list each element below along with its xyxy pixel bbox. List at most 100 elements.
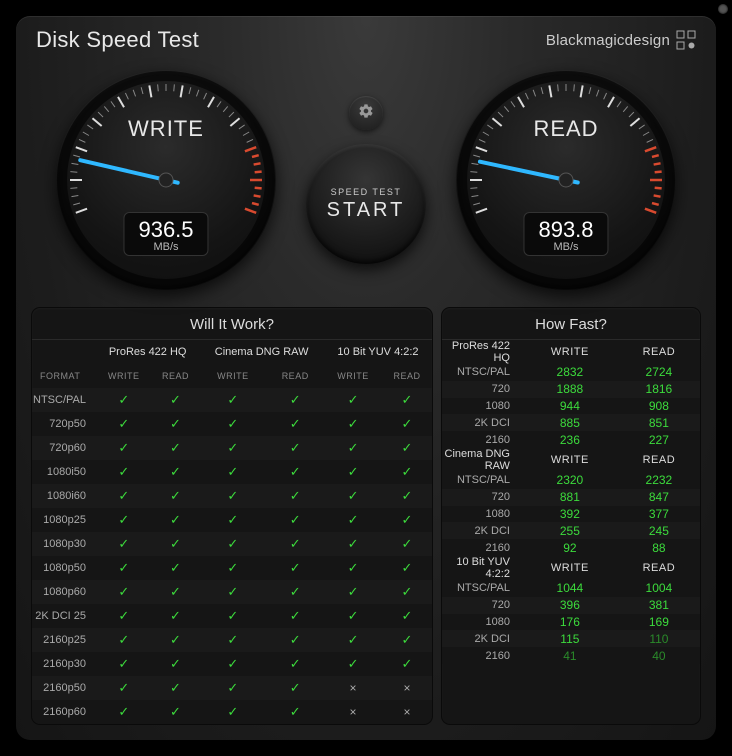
gear-icon (358, 103, 374, 124)
table-row: 2160p60✓✓✓✓×× (32, 700, 432, 724)
check-icon: ✓ (324, 628, 382, 652)
check-icon: ✓ (152, 556, 200, 580)
header: Disk Speed Test Blackmagicdesign (16, 16, 716, 64)
resolution-label: NTSC/PAL (442, 364, 522, 381)
check-icon: ✓ (96, 556, 152, 580)
how-fast-table: ProRes 422 HQWRITEREADNTSC/PAL2832272472… (442, 340, 700, 664)
table-row: 2160236227 (442, 431, 700, 448)
check-icon: ✓ (96, 484, 152, 508)
check-icon: ✓ (199, 532, 266, 556)
center-controls: SPEED TEST START (276, 96, 456, 264)
read-value: 169 (618, 614, 700, 631)
format-label: 2160p25 (32, 628, 96, 652)
check-icon: ✓ (96, 532, 152, 556)
format-label: 2160p30 (32, 652, 96, 676)
read-value: 88 (618, 539, 700, 556)
write-gauge: WRITE 936.5 MB/s (56, 70, 276, 290)
format-label: 1080p60 (32, 580, 96, 604)
check-icon: ✓ (382, 556, 432, 580)
check-icon: ✓ (96, 412, 152, 436)
start-button[interactable]: SPEED TEST START (306, 144, 426, 264)
check-icon: ✓ (266, 412, 324, 436)
table-row: 72018881816 (442, 381, 700, 398)
table-row: 2K DCI 25✓✓✓✓✓✓ (32, 604, 432, 628)
check-icon: ✓ (152, 652, 200, 676)
write-header: WRITE (522, 340, 618, 364)
read-value: 908 (618, 398, 700, 415)
start-button-label-big: START (327, 199, 406, 222)
check-icon: ✓ (152, 436, 200, 460)
app-window: Disk Speed Test Blackmagicdesign WRITE 9… (16, 16, 716, 740)
check-icon: ✓ (266, 652, 324, 676)
write-header: WRITE (324, 364, 382, 388)
brand-text: Blackmagicdesign (546, 32, 670, 49)
format-label: 1080p25 (32, 508, 96, 532)
check-icon: ✓ (152, 460, 200, 484)
check-icon: ✓ (96, 508, 152, 532)
check-icon: ✓ (266, 436, 324, 460)
write-value: 881 (522, 489, 618, 506)
write-value: 944 (522, 398, 618, 415)
write-value: 1888 (522, 381, 618, 398)
resolution-label: 2160 (442, 647, 522, 664)
check-icon: ✓ (382, 652, 432, 676)
check-icon: ✓ (266, 628, 324, 652)
check-icon: ✓ (96, 652, 152, 676)
check-icon: ✓ (152, 532, 200, 556)
check-icon: ✓ (324, 460, 382, 484)
settings-button[interactable] (349, 96, 383, 130)
check-icon: ✓ (96, 436, 152, 460)
read-gauge: READ 893.8 MB/s (456, 70, 676, 290)
check-icon: ✓ (324, 604, 382, 628)
check-icon: ✓ (324, 412, 382, 436)
table-row: 2160p25✓✓✓✓✓✓ (32, 628, 432, 652)
check-icon: ✓ (96, 460, 152, 484)
check-icon: ✓ (199, 460, 266, 484)
write-value: 885 (522, 414, 618, 431)
read-value: 893.8 (538, 217, 593, 243)
resolution-label: NTSC/PAL (442, 472, 522, 489)
table-row: 1080i50✓✓✓✓✓✓ (32, 460, 432, 484)
table-row: 2160p30✓✓✓✓✓✓ (32, 652, 432, 676)
read-value: 227 (618, 431, 700, 448)
resolution-label: 720 (442, 381, 522, 398)
table-row: 720p50✓✓✓✓✓✓ (32, 412, 432, 436)
write-header: WRITE (96, 364, 152, 388)
format-header: FORMAT (32, 364, 96, 388)
check-icon: ✓ (199, 700, 266, 724)
brand: Blackmagicdesign (546, 30, 696, 50)
table-row: 1080p60✓✓✓✓✓✓ (32, 580, 432, 604)
read-header: READ (266, 364, 324, 388)
check-icon: ✓ (96, 580, 152, 604)
resolution-label: 2160 (442, 431, 522, 448)
read-header: READ (618, 448, 700, 472)
check-icon: ✓ (266, 484, 324, 508)
resolution-label: 2160 (442, 539, 522, 556)
read-header: READ (618, 340, 700, 364)
table-row: 2K DCI115110 (442, 630, 700, 647)
results-row: Will It Work? ProRes 422 HQCinema DNG RA… (16, 308, 716, 740)
close-icon[interactable] (718, 4, 728, 14)
will-it-work-table: ProRes 422 HQCinema DNG RAW10 Bit YUV 4:… (32, 340, 432, 724)
right-panel-title: How Fast? (442, 308, 700, 340)
table-row: NTSC/PAL23202232 (442, 472, 700, 489)
resolution-label: 720 (442, 489, 522, 506)
format-label: 2K DCI 25 (32, 604, 96, 628)
check-icon: ✓ (324, 652, 382, 676)
group-header: ProRes 422 HQ (96, 340, 199, 364)
check-icon: ✓ (382, 412, 432, 436)
resolution-label: 2K DCI (442, 414, 522, 431)
read-value: 2724 (618, 364, 700, 381)
check-icon: ✓ (96, 388, 152, 412)
left-panel-title: Will It Work? (32, 308, 432, 340)
check-icon: ✓ (199, 652, 266, 676)
group-header: 10 Bit YUV 4:2:2 (324, 340, 432, 364)
read-value: 1816 (618, 381, 700, 398)
cross-icon: × (324, 676, 382, 700)
check-icon: ✓ (152, 628, 200, 652)
check-icon: ✓ (324, 580, 382, 604)
table-row: 1080i60✓✓✓✓✓✓ (32, 484, 432, 508)
read-value: 1004 (618, 580, 700, 597)
check-icon: ✓ (324, 484, 382, 508)
check-icon: ✓ (324, 436, 382, 460)
